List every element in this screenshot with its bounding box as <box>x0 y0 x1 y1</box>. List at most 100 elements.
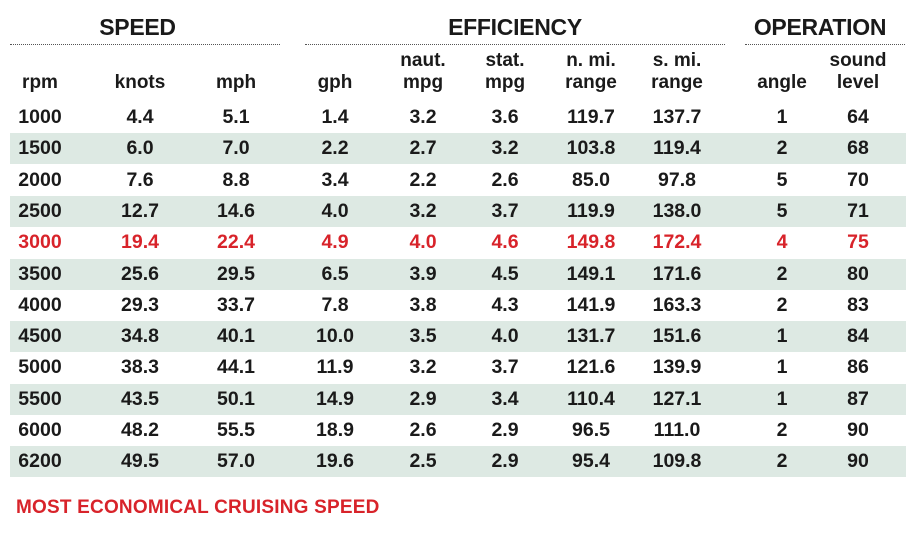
table-row: 3500 25.6 29.5 6.5 3.9 4.5 149.1 171.6 2 80 <box>10 258 906 290</box>
cell-gph: 10.0 <box>316 325 354 348</box>
cell-knots: 38.3 <box>121 356 159 379</box>
cell-n-mi-range: 131.7 <box>566 325 616 348</box>
cell-stat-mpg: 2.6 <box>491 168 519 191</box>
cell-stat-mpg: 2.9 <box>491 450 519 473</box>
column-header-knots: knots <box>114 72 166 93</box>
column-header-s-mi-range: s. mi. range <box>651 50 703 93</box>
group-divider-speed <box>10 44 280 45</box>
cell-mph: 8.8 <box>222 168 250 191</box>
cell-gph: 7.8 <box>321 293 349 316</box>
cell-rpm: 1500 <box>18 137 62 160</box>
cell-angle: 1 <box>776 325 788 348</box>
cell-knots: 43.5 <box>121 387 159 410</box>
cell-stat-mpg: 3.7 <box>491 356 519 379</box>
cell-s-mi-range: 172.4 <box>652 231 702 254</box>
cell-knots: 29.3 <box>121 293 159 316</box>
column-header-stat-mpg: stat. mpg <box>484 50 526 93</box>
cell-rpm: 1000 <box>18 106 62 128</box>
cell-mph: 55.5 <box>217 419 255 441</box>
table-row: 2000 7.6 8.8 3.4 2.2 2.6 85.0 97.8 5 70 <box>10 165 906 196</box>
cell-gph: 19.6 <box>316 450 354 473</box>
cell-angle: 2 <box>776 137 788 160</box>
cell-mph: 22.4 <box>217 231 255 254</box>
column-header-naut-mpg: naut. mpg <box>400 50 446 93</box>
cell-sound-level: 84 <box>847 325 869 348</box>
table-row: 4500 34.8 40.1 10.0 3.5 4.0 131.7 151.6 1 84 <box>10 321 906 353</box>
cell-sound-level: 75 <box>847 231 869 254</box>
cell-mph: 33.7 <box>217 293 255 316</box>
table-row: 1500 6.0 7.0 2.2 2.7 3.2 103.8 119.4 2 68 <box>10 133 906 165</box>
cell-angle: 2 <box>776 450 788 473</box>
cell-stat-mpg: 3.6 <box>491 106 519 128</box>
cell-naut-mpg: 2.2 <box>409 168 437 191</box>
cell-rpm: 5500 <box>18 387 62 410</box>
cell-mph: 44.1 <box>217 356 255 379</box>
cell-rpm: 2000 <box>18 168 62 191</box>
cell-angle: 5 <box>776 168 788 191</box>
table-row: 6000 48.2 55.5 18.9 2.6 2.9 96.5 111.0 2 90 <box>10 415 906 446</box>
cell-naut-mpg: 2.5 <box>409 450 437 473</box>
cell-sound-level: 68 <box>847 137 869 160</box>
cell-naut-mpg: 3.5 <box>409 325 437 348</box>
table-row: 4000 29.3 33.7 7.8 3.8 4.3 141.9 163.3 2 83 <box>10 290 906 321</box>
cell-angle: 1 <box>776 106 788 128</box>
cell-rpm: 4500 <box>18 325 62 348</box>
cell-stat-mpg: 4.6 <box>491 231 519 254</box>
cell-stat-mpg: 4.5 <box>491 262 519 285</box>
cell-angle: 2 <box>776 293 788 316</box>
group-header-operation: OPERATION <box>753 14 887 40</box>
column-header-gph: gph <box>317 72 353 93</box>
column-header-angle: angle <box>757 72 807 93</box>
cell-rpm: 5000 <box>18 356 62 379</box>
cell-knots: 48.2 <box>121 419 159 441</box>
cell-n-mi-range: 119.9 <box>567 199 615 222</box>
cell-naut-mpg: 2.6 <box>409 419 437 441</box>
cell-naut-mpg: 3.2 <box>409 356 437 379</box>
cell-gph: 4.0 <box>321 199 349 222</box>
cell-n-mi-range: 119.7 <box>567 106 615 128</box>
cell-gph: 11.9 <box>316 356 354 379</box>
cell-n-mi-range: 95.4 <box>572 450 610 473</box>
cell-s-mi-range: 109.8 <box>652 450 702 473</box>
cell-n-mi-range: 110.4 <box>567 387 615 410</box>
cell-mph: 5.1 <box>222 106 250 128</box>
group-header-speed: SPEED <box>99 14 176 40</box>
cell-knots: 34.8 <box>121 325 159 348</box>
column-header-n-mi-range: n. mi. range <box>565 50 617 93</box>
table-row-highlighted: 3000 19.4 22.4 4.9 4.0 4.6 149.8 172.4 4 75 <box>10 227 906 258</box>
cell-gph: 18.9 <box>316 419 354 441</box>
table-row: 6200 49.5 57.0 19.6 2.5 2.9 95.4 109.8 2 90 <box>10 446 906 478</box>
cell-s-mi-range: 163.3 <box>652 293 702 316</box>
cell-rpm: 6000 <box>18 419 62 441</box>
cell-knots: 4.4 <box>126 106 154 128</box>
cell-stat-mpg: 4.3 <box>491 293 519 316</box>
cell-knots: 12.7 <box>121 199 159 222</box>
cell-sound-level: 90 <box>847 450 869 473</box>
cell-mph: 50.1 <box>217 387 255 410</box>
cell-naut-mpg: 3.2 <box>409 199 437 222</box>
cell-knots: 7.6 <box>126 168 154 191</box>
cell-stat-mpg: 3.4 <box>491 387 519 410</box>
cell-n-mi-range: 103.8 <box>566 137 616 160</box>
column-header-sound-level: sound level <box>829 50 887 93</box>
cell-n-mi-range: 85.0 <box>572 168 610 191</box>
cell-sound-level: 64 <box>847 106 869 128</box>
cell-sound-level: 83 <box>847 293 869 316</box>
cell-sound-level: 71 <box>847 199 869 222</box>
cell-n-mi-range: 121.6 <box>566 356 616 379</box>
cell-gph: 14.9 <box>316 387 354 410</box>
cell-stat-mpg: 4.0 <box>491 325 519 348</box>
cell-gph: 2.2 <box>321 137 349 160</box>
cell-angle: 1 <box>776 387 788 410</box>
cell-mph: 29.5 <box>217 262 255 285</box>
cell-knots: 6.0 <box>126 137 154 160</box>
cell-n-mi-range: 96.5 <box>572 419 610 441</box>
cell-mph: 14.6 <box>217 199 255 222</box>
cell-knots: 19.4 <box>121 231 159 254</box>
cell-angle: 2 <box>776 419 788 441</box>
cell-n-mi-range: 149.1 <box>566 262 616 285</box>
cell-rpm: 2500 <box>18 199 62 222</box>
cell-mph: 40.1 <box>217 325 255 348</box>
cell-rpm: 6200 <box>18 450 62 473</box>
cell-s-mi-range: 151.6 <box>652 325 702 348</box>
